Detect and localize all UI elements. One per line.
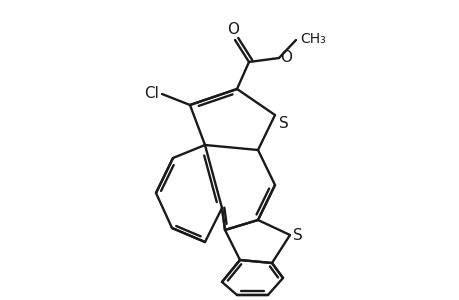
- Text: O: O: [280, 50, 291, 64]
- Text: CH₃: CH₃: [299, 32, 325, 46]
- Text: O: O: [226, 22, 239, 37]
- Text: S: S: [279, 116, 288, 131]
- Text: S: S: [292, 227, 302, 242]
- Text: Cl: Cl: [144, 86, 159, 101]
